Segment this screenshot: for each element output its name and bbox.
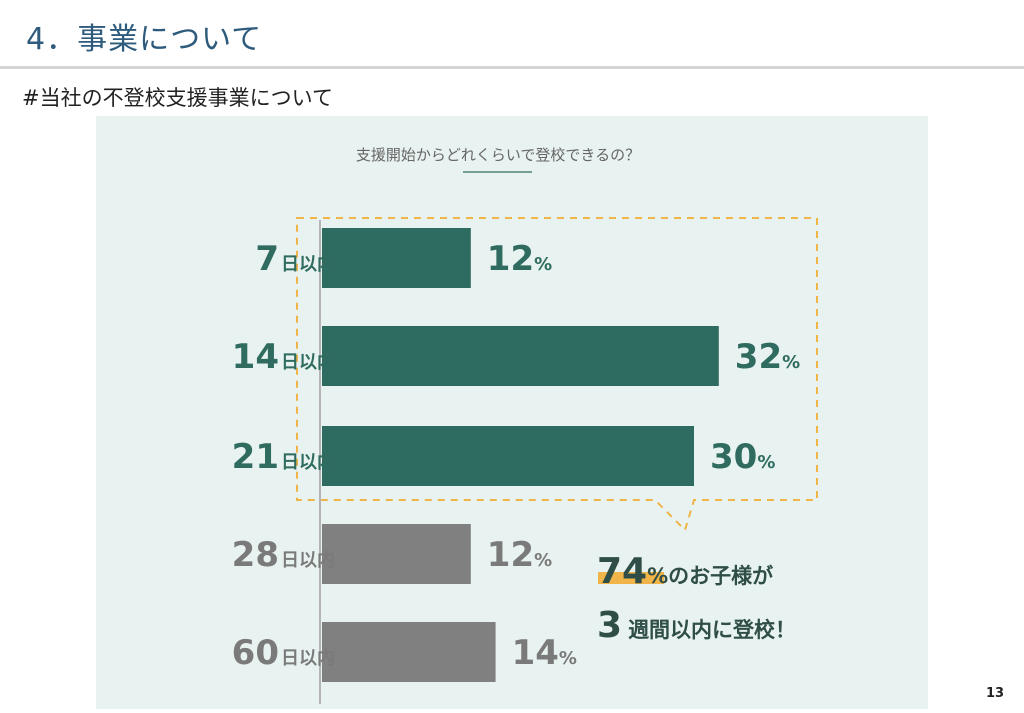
summary-percent-unit: %: [647, 564, 668, 588]
category-label: 60: [232, 633, 279, 673]
bar-28-days: [322, 524, 471, 584]
bar-60-days: [322, 622, 496, 682]
category-suffix: 日以内: [281, 253, 335, 275]
value-label: 14%: [512, 633, 577, 673]
category-label: 28: [232, 535, 279, 575]
bar-chart: 支援開始からどれくらいで登校できるの？ 7 日以内 12%14 日以内 32%21 日以内…: [232, 146, 818, 704]
category-label: 21: [232, 437, 279, 477]
slide-title: 4．事業について: [26, 22, 263, 57]
bar-7-days: [322, 228, 471, 288]
value-number: 14: [512, 633, 559, 673]
value-label: 32%: [735, 337, 800, 377]
title-divider: [0, 66, 1024, 69]
summary-line-1: 74%のお子様が: [597, 551, 773, 592]
value-number: 32: [735, 337, 782, 377]
chart-title: 支援開始からどれくらいで登校できるの？: [356, 146, 640, 164]
value-unit: %: [534, 550, 552, 571]
summary-line-1-text: のお子様が: [668, 564, 773, 588]
value-number: 30: [710, 437, 757, 477]
summary-callout: 74%のお子様が 3 週間以内に登校！: [597, 551, 796, 646]
highlight-callout-box: [296, 217, 818, 532]
summary-percent-number: 74: [597, 551, 647, 592]
chart-panel: 支援開始からどれくらいで登校できるの？ 7 日以内 12% 14 日以内 32% 21 日以内…: [96, 116, 928, 709]
category-suffix: 日以内: [281, 451, 335, 473]
value-label: 30%: [710, 437, 775, 477]
category-suffix: 日以内: [281, 351, 335, 373]
value-unit: %: [534, 254, 552, 275]
value-number: 12: [487, 239, 534, 279]
category-number: 21: [232, 437, 279, 477]
bars-group: 7 日以内 12%14 日以内 32%21 日以内 30%28 日以内 12%60 日以内 14%: [232, 228, 800, 682]
summary-weeks-number: 3: [597, 605, 622, 646]
category-number: 14: [232, 337, 279, 377]
category-label: 14: [232, 337, 279, 377]
bar-14-days: [322, 326, 719, 386]
value-unit: %: [559, 648, 577, 669]
section-subtitle: #当社の不登校支援事業について: [22, 86, 333, 110]
value-label: 12%: [487, 239, 552, 279]
value-unit: %: [757, 452, 775, 473]
summary-highlight-marker: [598, 572, 664, 584]
category-number: 7: [255, 239, 279, 279]
category-number: 60: [232, 633, 279, 673]
category-suffix: 日以内: [281, 549, 335, 571]
category-suffix: 日以内: [281, 647, 335, 669]
value-number: 12: [487, 535, 534, 575]
value-label: 12%: [487, 535, 552, 575]
bar-21-days: [322, 426, 694, 486]
summary-line-2-text: 週間以内に登校！: [628, 618, 796, 642]
value-unit: %: [782, 352, 800, 373]
page-number: 13: [986, 686, 1005, 701]
summary-line-2: 3 週間以内に登校！: [597, 605, 796, 646]
category-number: 28: [232, 535, 279, 575]
category-label: 7: [255, 239, 279, 279]
